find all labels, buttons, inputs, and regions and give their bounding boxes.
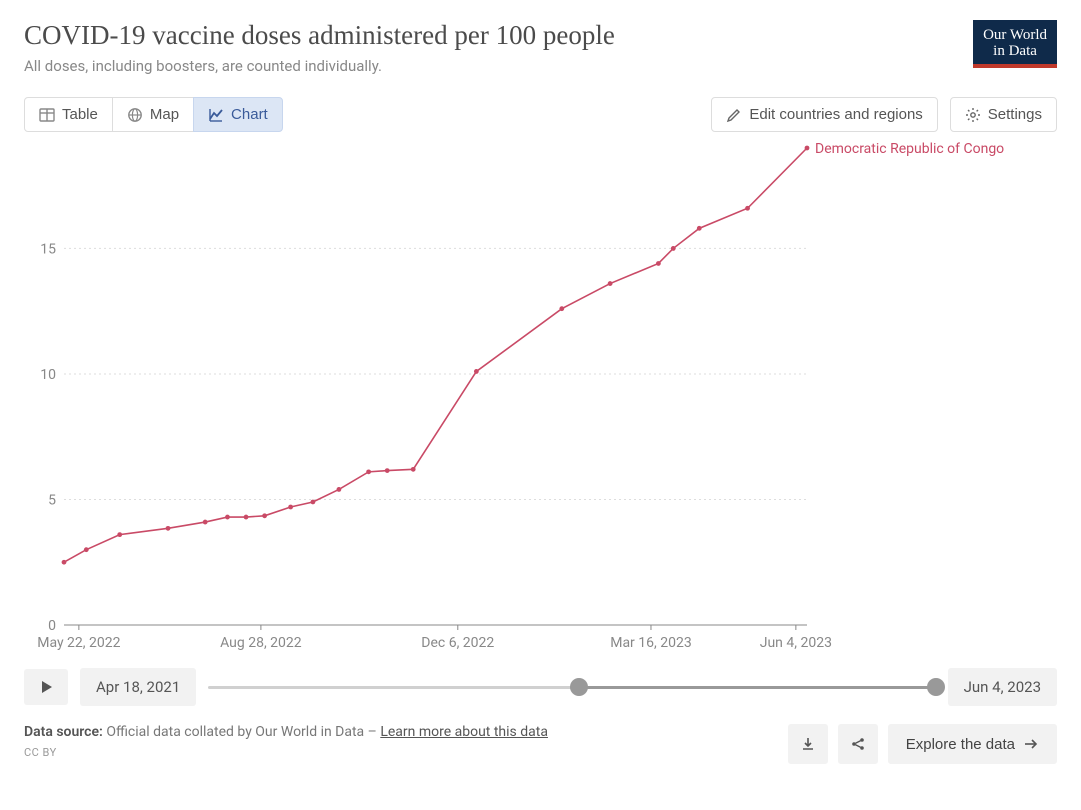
svg-text:15: 15 — [40, 241, 56, 257]
data-source-prefix: Data source: — [24, 724, 103, 740]
svg-text:5: 5 — [48, 492, 56, 508]
tab-map[interactable]: Map — [112, 97, 194, 132]
tab-table-label: Table — [62, 106, 98, 123]
logo-line1: Our World — [983, 28, 1047, 44]
globe-icon — [127, 107, 143, 123]
svg-text:Dec 6, 2022: Dec 6, 2022 — [421, 635, 494, 651]
pencil-icon — [726, 107, 742, 123]
slider-handle-start[interactable] — [570, 678, 588, 696]
download-icon — [800, 736, 816, 752]
data-source-text: Official data collated by Our World in D… — [103, 724, 380, 740]
chart-area[interactable]: 0 5 10 15 May 22, 2022 Aug 28, 2022 Dec 6, 202… — [24, 140, 1057, 660]
page-subtitle: All doses, including boosters, are count… — [24, 57, 973, 75]
share-icon — [850, 736, 866, 752]
slider-handle-end[interactable] — [927, 678, 945, 696]
chart-line-icon — [208, 107, 224, 123]
edit-countries-button[interactable]: Edit countries and regions — [711, 97, 937, 132]
svg-text:10: 10 — [40, 367, 56, 383]
owid-logo[interactable]: Our World in Data — [973, 20, 1057, 68]
data-source: Data source: Official data collated by O… — [24, 724, 548, 740]
explore-label: Explore the data — [906, 736, 1015, 753]
svg-text:Jun 4, 2023: Jun 4, 2023 — [760, 635, 832, 651]
share-button[interactable] — [838, 724, 878, 764]
learn-more-link[interactable]: Learn more about this data — [380, 724, 548, 740]
gear-icon — [965, 107, 981, 123]
tab-chart-label: Chart — [231, 106, 268, 123]
timeline-slider[interactable] — [208, 675, 935, 699]
view-tabs: Table Map Chart — [24, 97, 283, 132]
settings-label: Settings — [988, 106, 1042, 123]
svg-text:Mar 16, 2023: Mar 16, 2023 — [610, 635, 692, 651]
tab-map-label: Map — [150, 106, 179, 123]
svg-text:May 22, 2022: May 22, 2022 — [37, 635, 120, 651]
timeline-end-date[interactable]: Jun 4, 2023 — [948, 668, 1057, 706]
timeline-start-date[interactable]: Apr 18, 2021 — [80, 668, 196, 706]
svg-text:Aug 28, 2022: Aug 28, 2022 — [220, 635, 302, 651]
edit-countries-label: Edit countries and regions — [749, 106, 922, 123]
arrow-right-icon — [1023, 736, 1039, 752]
play-button[interactable] — [24, 669, 68, 705]
play-icon — [38, 679, 54, 695]
tab-chart[interactable]: Chart — [193, 97, 283, 132]
tab-table[interactable]: Table — [24, 97, 113, 132]
download-button[interactable] — [788, 724, 828, 764]
page-title: COVID-19 vaccine doses administered per … — [24, 20, 973, 51]
license-text: CC BY — [24, 746, 548, 759]
svg-text:0: 0 — [48, 618, 56, 634]
table-icon — [39, 107, 55, 123]
settings-button[interactable]: Settings — [950, 97, 1057, 132]
logo-line2: in Data — [983, 44, 1047, 60]
explore-button[interactable]: Explore the data — [888, 724, 1057, 764]
svg-text:Democratic Republic of Congo: Democratic Republic of Congo — [815, 141, 1004, 157]
